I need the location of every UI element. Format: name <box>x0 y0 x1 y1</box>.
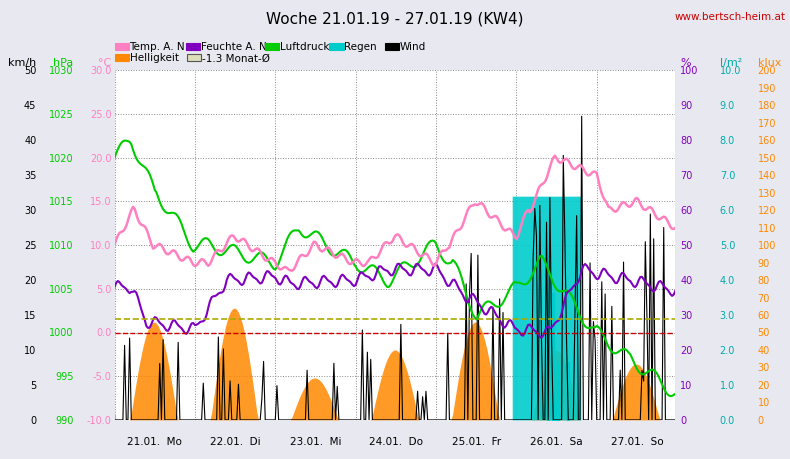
Text: Feuchte A. N: Feuchte A. N <box>201 42 266 52</box>
Text: 27.01.  So: 27.01. So <box>611 436 664 446</box>
Text: 5.0: 5.0 <box>720 241 735 251</box>
Text: 140: 140 <box>758 171 776 181</box>
Text: Woche 21.01.19 - 27.01.19 (KW4): Woche 21.01.19 - 27.01.19 (KW4) <box>266 11 524 27</box>
Text: 10: 10 <box>680 380 693 390</box>
Text: °C: °C <box>98 57 111 67</box>
Text: 190: 190 <box>758 84 776 94</box>
Text: 1005: 1005 <box>49 284 73 294</box>
Text: 130: 130 <box>758 188 776 198</box>
Text: 0: 0 <box>680 415 687 425</box>
Text: 995: 995 <box>55 371 73 381</box>
Text: 110: 110 <box>758 223 776 233</box>
Text: www.bertsch-heim.at: www.bertsch-heim.at <box>675 11 786 22</box>
Text: 70: 70 <box>680 171 693 181</box>
Text: 9.0: 9.0 <box>720 101 735 111</box>
Text: 180: 180 <box>758 101 776 111</box>
Text: 26.01.  Sa: 26.01. Sa <box>530 436 583 446</box>
Text: 90: 90 <box>758 258 770 268</box>
Text: 1010: 1010 <box>49 241 73 251</box>
Text: %: % <box>680 57 690 67</box>
Text: 0: 0 <box>758 415 764 425</box>
Text: 25.01.  Fr: 25.01. Fr <box>452 436 501 446</box>
Text: 10: 10 <box>758 397 770 408</box>
Text: 40: 40 <box>24 136 36 146</box>
Text: Wind: Wind <box>400 42 426 52</box>
Text: 10.0: 10.0 <box>90 241 111 251</box>
Text: -5.0: -5.0 <box>92 371 111 381</box>
Text: 30: 30 <box>24 206 36 216</box>
Text: 90: 90 <box>680 101 693 111</box>
Text: 21.01.  Mo: 21.01. Mo <box>127 436 182 446</box>
Text: 160: 160 <box>758 136 776 146</box>
Text: 70: 70 <box>758 293 770 303</box>
Text: 5: 5 <box>30 380 36 390</box>
Text: 120: 120 <box>758 206 776 216</box>
Text: 1020: 1020 <box>49 153 73 163</box>
Text: 0: 0 <box>30 415 36 425</box>
Text: 23.01.  Mi: 23.01. Mi <box>290 436 341 446</box>
Text: 4.0: 4.0 <box>720 275 735 285</box>
Text: 20: 20 <box>24 275 36 285</box>
Text: 10.0: 10.0 <box>720 66 741 76</box>
Text: 25.0: 25.0 <box>90 110 111 120</box>
Text: 1015: 1015 <box>49 197 73 207</box>
Text: 170: 170 <box>758 118 776 129</box>
Text: 1030: 1030 <box>49 66 73 76</box>
Text: 5.0: 5.0 <box>96 284 111 294</box>
Text: 3.0: 3.0 <box>720 310 735 320</box>
Text: km/h: km/h <box>8 57 36 67</box>
Text: 24.01.  Do: 24.01. Do <box>369 436 423 446</box>
Text: -1.3 Monat-Ø: -1.3 Monat-Ø <box>202 53 270 63</box>
Text: 40: 40 <box>758 345 770 355</box>
Text: 1000: 1000 <box>49 328 73 338</box>
Text: 30: 30 <box>758 363 770 373</box>
Text: 0.0: 0.0 <box>96 328 111 338</box>
Text: 100: 100 <box>680 66 698 76</box>
Text: Luftdruck: Luftdruck <box>280 42 329 52</box>
Text: 100: 100 <box>758 241 776 251</box>
Text: 60: 60 <box>758 310 770 320</box>
Text: 40: 40 <box>680 275 693 285</box>
Text: 2.0: 2.0 <box>720 345 735 355</box>
Text: 20: 20 <box>680 345 693 355</box>
Text: 80: 80 <box>758 275 770 285</box>
Text: -10.0: -10.0 <box>87 415 111 425</box>
Text: 80: 80 <box>680 136 693 146</box>
Text: 50: 50 <box>758 328 770 338</box>
Text: 50: 50 <box>680 241 693 251</box>
Text: 45: 45 <box>24 101 36 111</box>
Text: 35: 35 <box>24 171 36 181</box>
Text: 6.0: 6.0 <box>720 206 735 216</box>
Text: Regen: Regen <box>344 42 377 52</box>
Text: Temp. A. N: Temp. A. N <box>130 42 185 52</box>
Text: 1025: 1025 <box>49 110 73 120</box>
Text: 25: 25 <box>24 241 36 251</box>
Text: 20.0: 20.0 <box>90 153 111 163</box>
Text: 990: 990 <box>55 415 73 425</box>
Text: 0.0: 0.0 <box>720 415 735 425</box>
Text: 10: 10 <box>24 345 36 355</box>
Text: hPa: hPa <box>53 57 73 67</box>
Text: 1.0: 1.0 <box>720 380 735 390</box>
Text: 8.0: 8.0 <box>720 136 735 146</box>
Text: 50: 50 <box>24 66 36 76</box>
Text: 22.01.  Di: 22.01. Di <box>210 436 261 446</box>
Text: 15: 15 <box>24 310 36 320</box>
Text: 200: 200 <box>758 66 776 76</box>
Text: 150: 150 <box>758 153 776 163</box>
Text: 30: 30 <box>680 310 693 320</box>
Text: l/m²: l/m² <box>720 57 742 67</box>
Text: 15.0: 15.0 <box>90 197 111 207</box>
Text: 30.0: 30.0 <box>90 66 111 76</box>
Text: 20: 20 <box>758 380 770 390</box>
Text: 60: 60 <box>680 206 693 216</box>
Text: 7.0: 7.0 <box>720 171 735 181</box>
Text: Helligkeit: Helligkeit <box>130 53 179 63</box>
Text: klux: klux <box>758 57 781 67</box>
